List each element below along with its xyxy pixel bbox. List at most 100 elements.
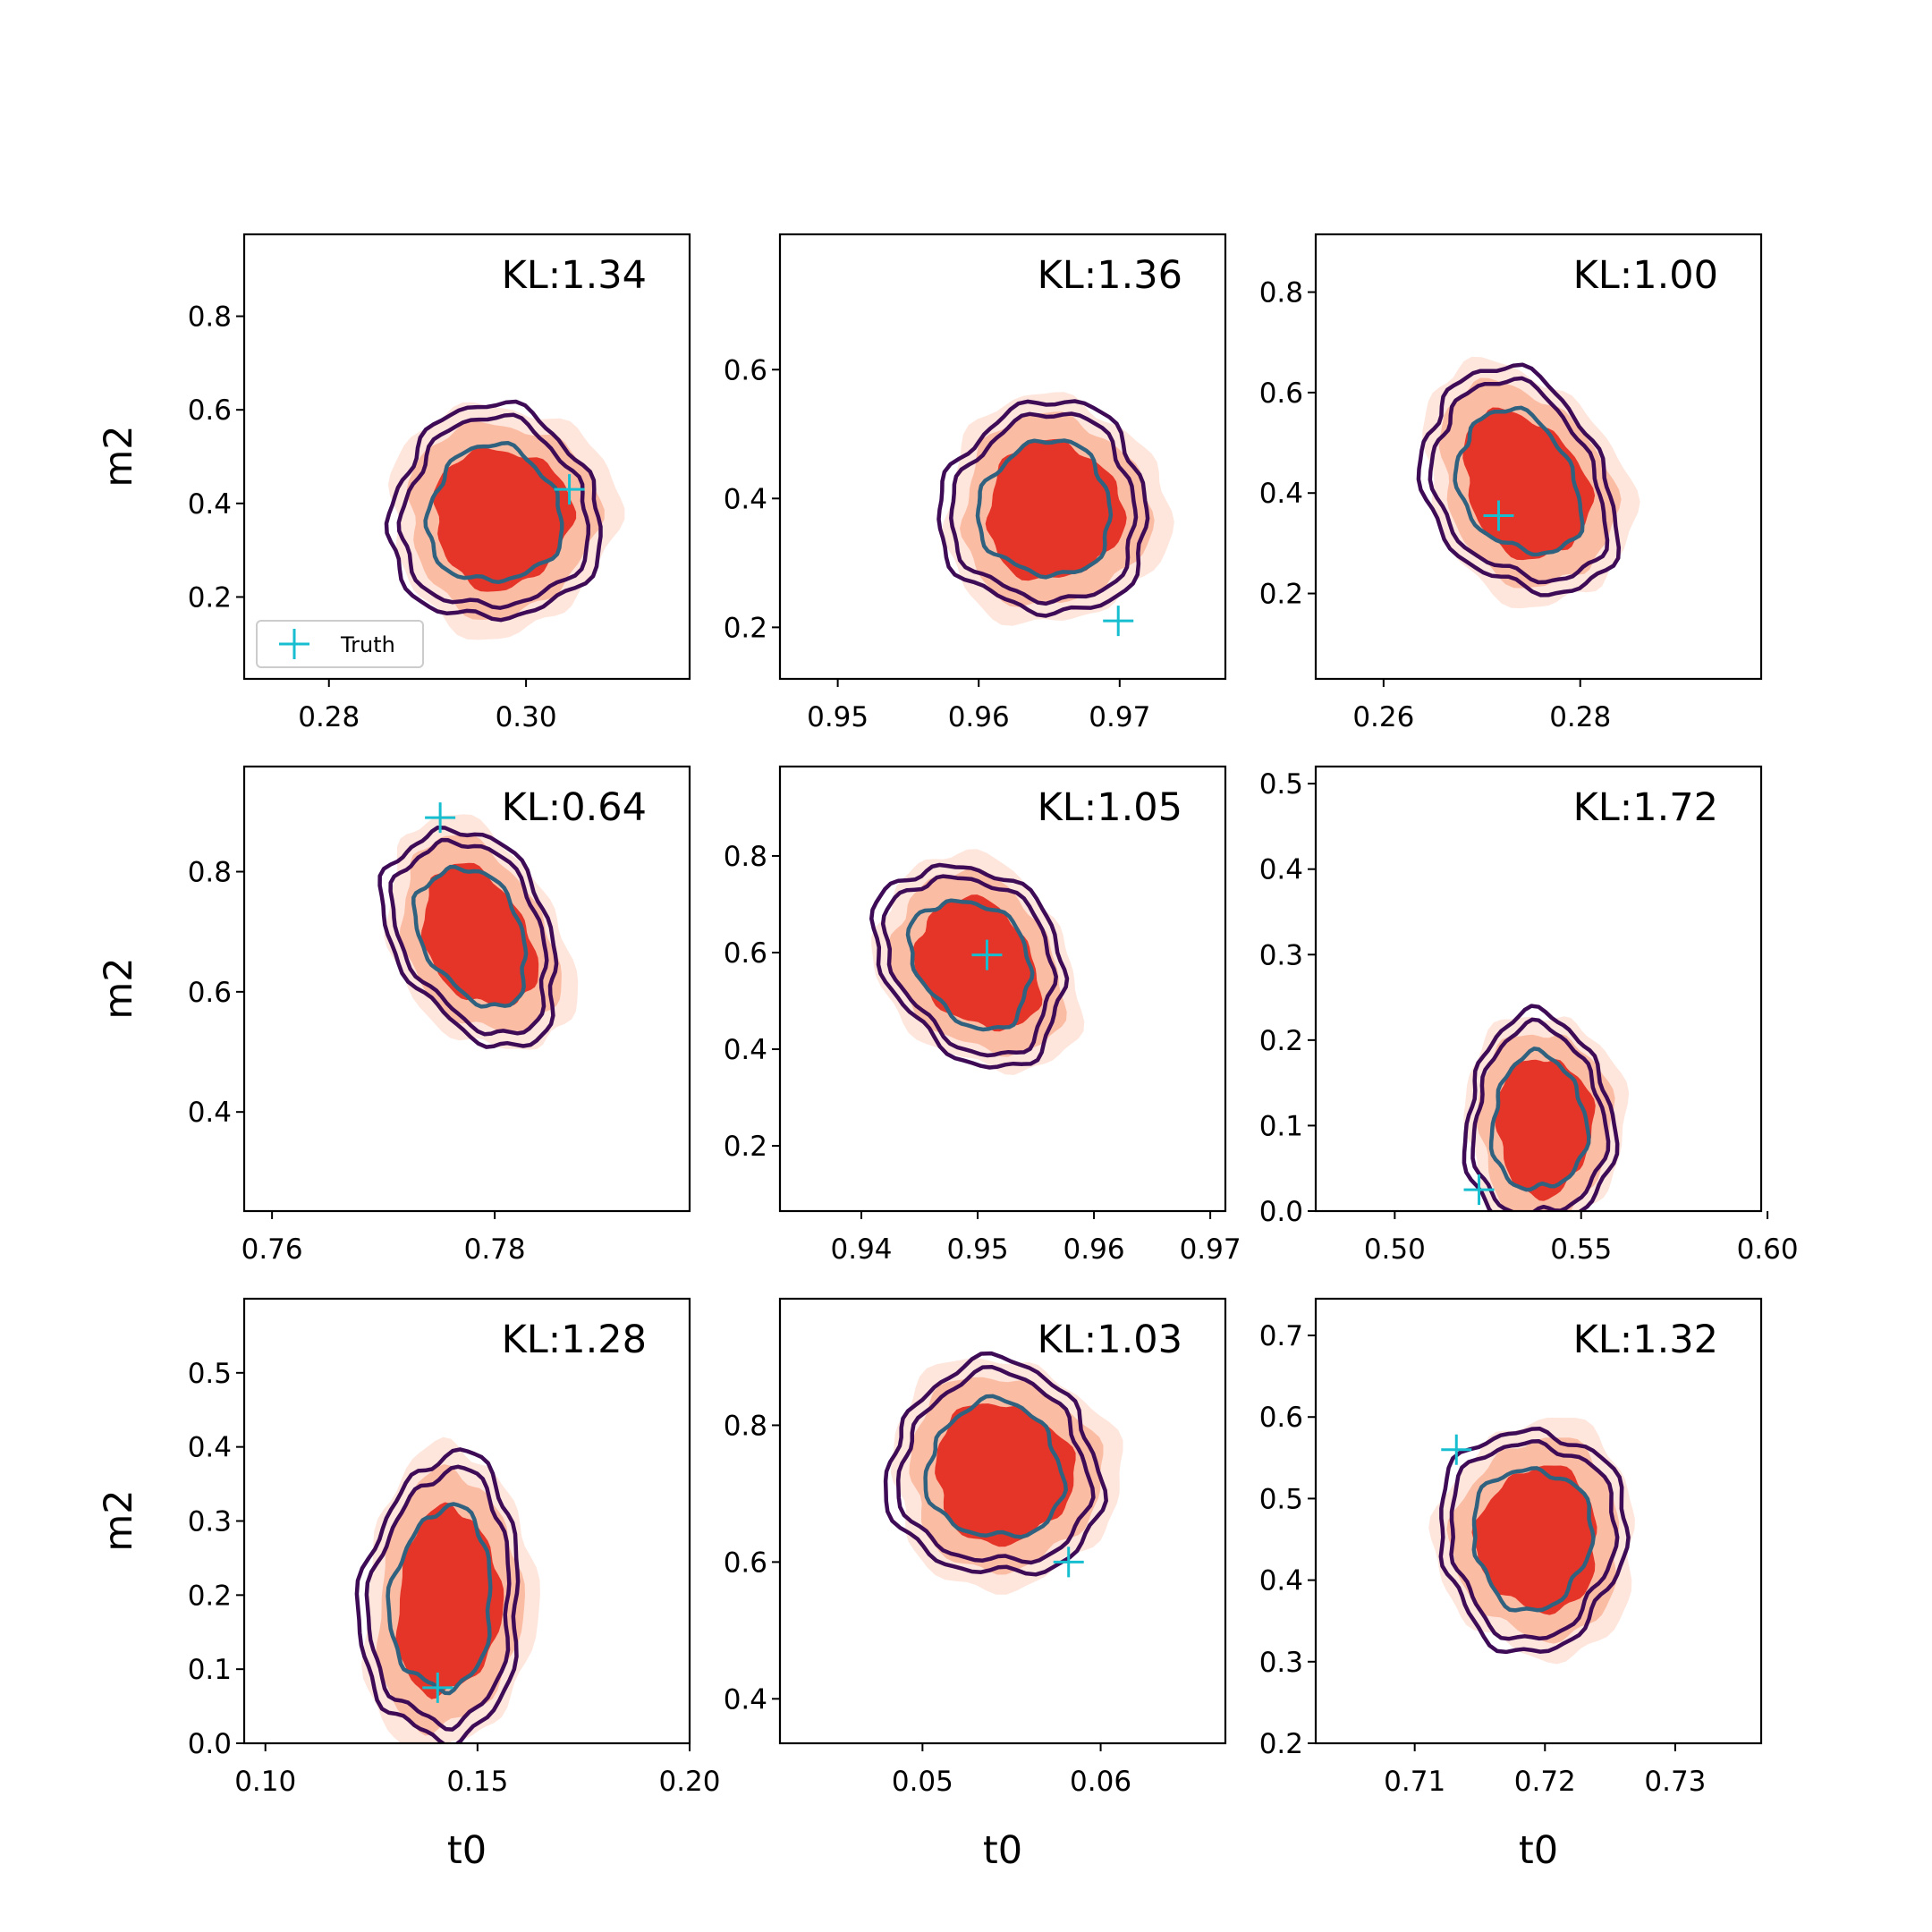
contour-line-mid	[388, 837, 549, 1037]
panel-3: 0.26 0.28 0.2 0.4 0.6 0.8 KL:1.00	[1259, 233, 1763, 733]
contour-line-inner	[905, 898, 1035, 1032]
truth-marker	[1463, 1174, 1495, 1206]
y-tick-label: 0.2	[1259, 579, 1303, 611]
y-tick-label: 0.4	[188, 1097, 232, 1129]
y-tick-label: 0.8	[724, 1410, 767, 1442]
contour-line-mid	[1428, 376, 1610, 585]
truth-marker	[971, 939, 1003, 970]
ylabel-row-1: m2	[97, 425, 141, 487]
y-tick-label: 0.2	[724, 1131, 767, 1163]
panel-1: 0.28 0.30 0.2 0.4 0.6 0.8 KL:1.34 Truth	[188, 233, 691, 733]
y-tick-label: 0.8	[1259, 277, 1303, 309]
plot-area	[883, 1351, 1123, 1595]
plot-area	[384, 399, 625, 640]
y-tick-label: 0.4	[724, 483, 767, 515]
y-tick-label: 0.4	[1259, 478, 1303, 510]
y-tick-label: 0.4	[1259, 854, 1303, 886]
plot-area	[377, 814, 579, 1050]
contour-line-mid	[949, 411, 1139, 606]
contour-line-inner	[1488, 1046, 1591, 1192]
x-tick-label: 0.05	[892, 1766, 953, 1798]
legend-box	[256, 620, 424, 668]
x-tick-label: 0.95	[947, 1233, 1009, 1266]
y-tick-label: 0.3	[188, 1506, 232, 1538]
x-tick-label: 0.50	[1364, 1233, 1426, 1266]
x-tick-label: 0.30	[496, 701, 557, 733]
truth-marker	[1483, 500, 1514, 531]
legend-label: Truth	[340, 632, 395, 657]
panel-7: 0.10 0.15 0.20 0.0 0.1 0.2 0.3 0.4 0.5 KL:1.28	[188, 1297, 721, 1798]
y-tick-label: 0.4	[724, 1034, 767, 1066]
contour-line-outer	[1438, 1427, 1631, 1655]
x-tick-label: 0.76	[242, 1233, 303, 1266]
truth-marker	[554, 474, 585, 505]
contour-line-inner	[1471, 1466, 1596, 1613]
y-tick-label: 0.2	[188, 581, 232, 614]
contour-line-mid	[1449, 1439, 1620, 1641]
contour-line-outer	[354, 1447, 521, 1743]
y-tick-label: 0.4	[188, 488, 232, 521]
x-tick-label: 0.60	[1737, 1233, 1799, 1266]
contour-line-mid	[364, 1464, 512, 1732]
x-tick-label: 0.71	[1384, 1766, 1445, 1798]
density-fill-inner	[395, 1502, 504, 1699]
x-tick-label: 0.28	[1549, 701, 1611, 733]
kl-annotation: KL:1.32	[1573, 1318, 1718, 1362]
truth-marker	[1053, 1546, 1084, 1578]
contour-line-inner	[975, 438, 1114, 580]
legend-truth-marker	[279, 629, 309, 659]
contour-line-inner	[423, 440, 564, 585]
y-tick-label: 0.5	[188, 1358, 232, 1390]
density-fill-inner	[432, 447, 577, 592]
panel-frame	[242, 233, 691, 681]
plot-area	[354, 1436, 540, 1743]
y-tick-label: 0.0	[1259, 1196, 1303, 1228]
contour-line-inner	[386, 1502, 493, 1696]
plot-area	[1462, 1004, 1630, 1211]
panel-frame	[1314, 1297, 1763, 1745]
y-tick-label: 0.6	[724, 354, 767, 386]
contour-line-outer	[1462, 1004, 1620, 1211]
panel-frame	[1314, 765, 1763, 1213]
y-tick-label: 0.6	[724, 1546, 767, 1579]
x-tick-label: 0.15	[446, 1766, 508, 1798]
x-tick-label: 0.06	[1070, 1766, 1131, 1798]
panel-4: 0.76 0.78 0.4 0.6 0.8 KL:0.64	[188, 765, 691, 1266]
contour-line-mid	[895, 1364, 1096, 1565]
contour-line-outer	[384, 399, 603, 623]
y-tick-label: 0.3	[1259, 939, 1303, 971]
y-tick-label: 0.2	[188, 1580, 232, 1612]
kl-annotation: KL:1.36	[1038, 253, 1182, 298]
kl-annotation: KL:1.05	[1038, 785, 1182, 830]
density-fill-inner	[420, 862, 539, 1006]
y-tick-label: 0.7	[1259, 1320, 1303, 1352]
density-fill-inner	[1471, 1465, 1597, 1615]
x-tick-label: 0.55	[1550, 1233, 1612, 1266]
plot-area	[1428, 1418, 1635, 1665]
contour-line-outer	[883, 1351, 1108, 1577]
y-tick-label: 0.3	[1259, 1647, 1303, 1679]
panel-6: 0.50 0.55 0.60 0.0 0.1 0.2 0.3 0.4 0.5 KL:1.72	[1259, 765, 1799, 1266]
y-tick-label: 0.8	[724, 841, 767, 873]
y-tick-label: 0.1	[188, 1654, 232, 1686]
panel-frame	[778, 233, 1227, 681]
y-tick-label: 0.2	[1259, 1728, 1303, 1760]
x-tick-label: 0.72	[1514, 1766, 1576, 1798]
contour-line-outer	[869, 862, 1070, 1070]
kl-annotation: KL:1.03	[1038, 1318, 1182, 1362]
x-tick-label: 0.96	[948, 701, 1010, 733]
y-tick-label: 0.2	[1259, 1025, 1303, 1057]
x-tick-label: 0.26	[1352, 701, 1414, 733]
panel-9: 0.71 0.72 0.73 0.2 0.3 0.4 0.5 0.6 0.7 KL:1.32	[1259, 1297, 1763, 1798]
contour-line-outer	[377, 825, 559, 1049]
kl-annotation: KL:1.34	[502, 253, 647, 298]
kl-annotation: KL:1.72	[1573, 785, 1718, 830]
xlabel-col-3: t0	[1519, 1828, 1558, 1873]
y-tick-label: 0.4	[1259, 1565, 1303, 1597]
x-tick-label: 0.73	[1644, 1766, 1706, 1798]
plot-area	[869, 849, 1085, 1075]
y-tick-label: 0.6	[724, 937, 767, 970]
plot-area	[936, 392, 1174, 626]
panel-frame	[242, 765, 691, 1213]
contour-line-inner	[1453, 405, 1585, 557]
